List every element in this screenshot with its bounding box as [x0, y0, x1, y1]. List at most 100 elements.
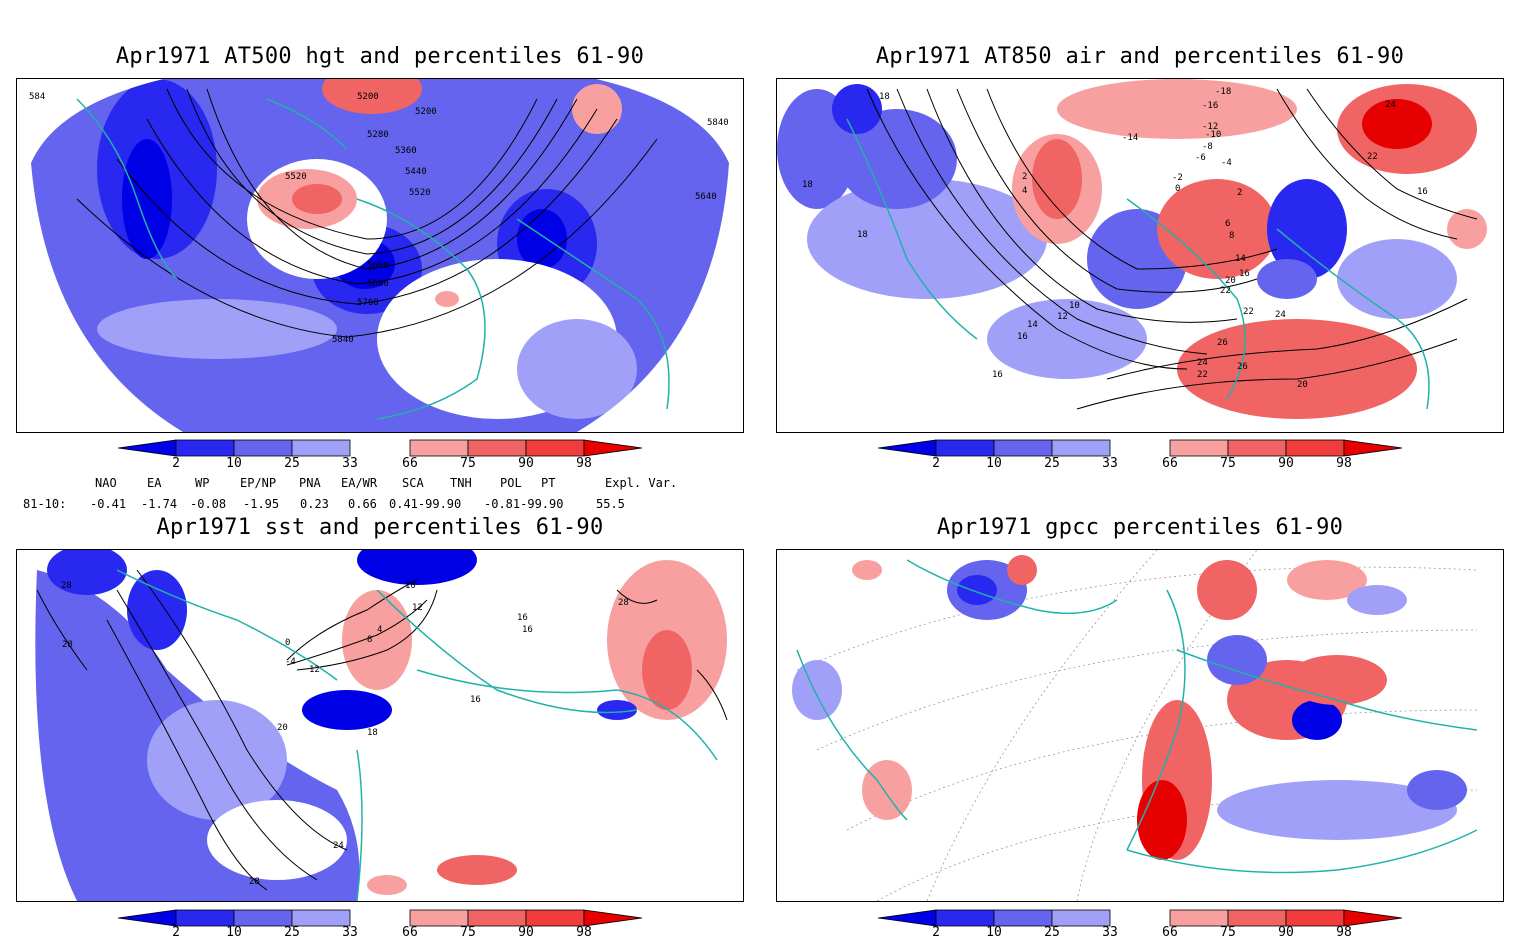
colorbar-tick: 75: [460, 925, 476, 940]
colorbar-swatches: [877, 439, 1403, 457]
index-value: -0.41: [90, 497, 127, 511]
contour-label: -14: [1122, 133, 1138, 143]
contour-label: 20: [277, 723, 288, 733]
index-header: EA/WR: [341, 476, 378, 490]
index-value: -0.08: [190, 497, 227, 511]
colorbar-tick: 66: [402, 456, 418, 471]
colorbar-tick: 75: [460, 456, 476, 471]
contour-label: 10: [1069, 301, 1080, 311]
map-gpcc: [777, 550, 1503, 901]
contour-label: 8: [1229, 231, 1234, 241]
index-value: 55.5: [596, 497, 625, 511]
map-panel-gpcc: [776, 549, 1504, 902]
colorbar-tick: 10: [986, 456, 1002, 471]
contour-label: 24: [1197, 358, 1208, 368]
contour-label: 22: [1220, 286, 1231, 296]
colorbar-tick: 33: [342, 456, 358, 471]
contour-label: 18: [857, 230, 868, 240]
contour-label: 18: [879, 92, 890, 102]
index-value: 0.66: [348, 497, 377, 511]
contour-label: 5200: [415, 107, 437, 117]
contour-label: 5760: [357, 298, 379, 308]
contour-label: 24: [333, 841, 344, 851]
colorbar-top-right: 2 10 25 33 66 75 90 98: [877, 439, 1404, 476]
air-contour-labels: 18 18 18 16 14 12 10 16 -18 -16 -12 -10 …: [802, 87, 1428, 390]
contour-label: 16: [522, 625, 533, 635]
index-header: NAO: [95, 476, 117, 490]
colorbar-tick: 75: [1220, 925, 1236, 940]
index-header: SCA: [402, 476, 424, 490]
index-header: WP: [195, 476, 210, 490]
contour-label: 22: [1367, 152, 1378, 162]
contour-label: -12: [1202, 122, 1218, 132]
colorbar-tick: 98: [576, 456, 592, 471]
contour-label: 5840: [707, 118, 729, 128]
contour-label: 5280: [367, 130, 389, 140]
colorbar-swatches: [117, 909, 643, 927]
contour-label: 16: [1239, 269, 1250, 279]
map-panel-sst: 28 28 28 10 4 8 12 0 -4 18 16 20 24 28 1…: [16, 549, 744, 902]
map-sst: 28 28 28 10 4 8 12 0 -4 18 16 20 24 28 1…: [17, 550, 743, 901]
contour-label: -4: [285, 657, 296, 667]
colorbar-tick: 25: [284, 925, 300, 940]
contour-label: -6: [1195, 153, 1206, 163]
colorbar-bottom-left: 2 10 25 33 66 75 90 98: [117, 909, 644, 940]
contour-label: -2: [1172, 173, 1183, 183]
contour-label: 5680: [367, 279, 389, 289]
contour-label: 12: [1057, 312, 1068, 322]
contour-label: 18: [367, 728, 378, 738]
index-value: -1.74: [141, 497, 178, 511]
hgt-contour-labels: 5200 5200 5280 5360 5440 5520 5520 5600 …: [29, 92, 729, 345]
colorbar-tick: 75: [1220, 456, 1236, 471]
index-row-label: 81-10:: [23, 497, 67, 511]
contour-label: 6: [1225, 219, 1230, 229]
index-header: TNH: [450, 476, 472, 490]
contour-label: -16: [1202, 101, 1218, 111]
index-value: -0.81-99.90: [484, 497, 564, 511]
colorbar-tick: 90: [1278, 925, 1294, 940]
contour-label: 24: [1385, 100, 1396, 110]
contour-label: 16: [470, 695, 481, 705]
map-air: 18 18 18 16 14 12 10 16 -18 -16 -12 -10 …: [777, 79, 1503, 432]
contour-label: 584: [29, 92, 45, 102]
contour-label: 14: [1235, 254, 1246, 264]
map-panel-air: 18 18 18 16 14 12 10 16 -18 -16 -12 -10 …: [776, 78, 1504, 433]
panel-title-air: Apr1971 AT850 air and percentiles 61-90: [875, 44, 1405, 69]
colorbar-tick: 33: [1102, 925, 1118, 940]
index-header: EA: [147, 476, 162, 490]
contour-label: 22: [1243, 307, 1254, 317]
colorbar-tick: 66: [1162, 925, 1178, 940]
contour-label: 8: [367, 635, 372, 645]
contour-label: 2: [1237, 188, 1242, 198]
map-panel-hgt: 5200 5200 5280 5360 5440 5520 5520 5600 …: [16, 78, 744, 433]
contour-label: 20: [1297, 380, 1308, 390]
colorbar-tick: 33: [342, 925, 358, 940]
contour-label: 28: [62, 640, 73, 650]
contour-label: 24: [1275, 310, 1286, 320]
contour-label: 26: [1217, 338, 1228, 348]
contour-label: 5360: [395, 146, 417, 156]
contour-label: 0: [285, 638, 290, 648]
contour-label: 5640: [695, 192, 717, 202]
colorbar-tick: 25: [1044, 925, 1060, 940]
index-header: PT: [541, 476, 556, 490]
colorbar-tick: 98: [576, 925, 592, 940]
contour-label: 22: [1197, 370, 1208, 380]
index-header: PNA: [299, 476, 321, 490]
contour-label: 20: [1225, 276, 1236, 286]
index-header: EP/NP: [240, 476, 277, 490]
contour-label: -18: [1215, 87, 1231, 97]
index-value: 0.41-99.90: [389, 497, 462, 511]
colorbar-tick: 98: [1336, 925, 1352, 940]
contour-label: 16: [1417, 187, 1428, 197]
contour-label: 5520: [285, 172, 307, 182]
contour-label: 12: [309, 665, 320, 675]
colorbar-tick: 2: [172, 456, 180, 471]
contour-label: 16: [517, 613, 528, 623]
colorbar-tick: 90: [518, 925, 534, 940]
contour-label: 5440: [405, 167, 427, 177]
contour-label: 5600: [367, 261, 389, 271]
colorbar-tick: 10: [986, 925, 1002, 940]
colorbar-tick: 90: [518, 456, 534, 471]
panel-title-sst: Apr1971 sst and percentiles 61-90: [156, 515, 604, 540]
